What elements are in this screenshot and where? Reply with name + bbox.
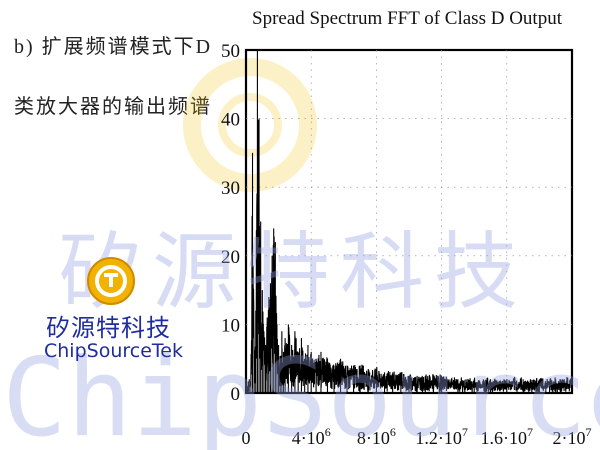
x-tick-label: 8·106: [357, 425, 396, 448]
x-tick-label: 2·107: [553, 425, 592, 448]
watermark-cn: 矽源特科技: [58, 223, 529, 321]
y-tick-label: 30: [221, 178, 240, 199]
logo-text-cn: 矽源特科技: [46, 314, 171, 342]
x-tick-label: 1.6·107: [481, 425, 534, 448]
chipsourcetek-logo-icon: [87, 257, 135, 305]
caption-line-1: b) 扩展频谱模式下D: [14, 36, 213, 58]
y-tick-label: 20: [221, 247, 240, 268]
x-tick-label: 4·106: [292, 425, 331, 448]
grid-lines: [246, 50, 572, 393]
chart-title: Spread Spectrum FFT of Class D Output: [252, 8, 563, 29]
y-tick-label: 50: [221, 41, 240, 62]
x-axis-ticks: 0 4·106 8·106 1.2·107 1.6·107 2·107: [242, 425, 592, 448]
spectrum-trace: [245, 50, 573, 394]
x-tick-label: 0: [242, 428, 251, 448]
y-tick-label: 10: [221, 315, 240, 336]
x-tick-label: 1.2·107: [415, 425, 468, 448]
y-tick-label: 0: [231, 384, 241, 405]
logo-text-en: ChipSourceTek: [44, 340, 183, 362]
y-tick-label: 40: [221, 110, 240, 131]
watermark-ring-icon: [183, 58, 317, 192]
watermark-en: ChipSourceTek: [2, 336, 600, 450]
y-axis-ticks: 0 10 20 30 40 50: [221, 41, 240, 405]
caption-line-2: 类放大器的输出频谱: [14, 96, 212, 118]
